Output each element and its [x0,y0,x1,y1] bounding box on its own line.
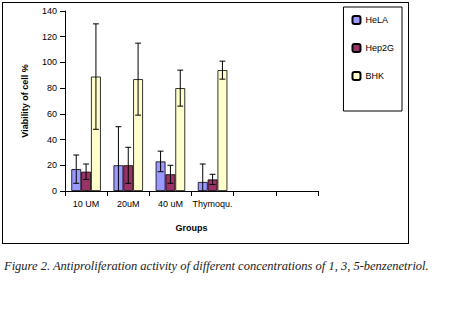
svg-text:80: 80 [47,83,57,93]
svg-text:BHK: BHK [365,71,384,81]
svg-text:100: 100 [42,57,57,67]
html-text:Figure 2. Antiproliferation ac: Figure 2. Antiproliferation activity of … [4,259,429,273]
svg-text:60: 60 [47,109,57,119]
svg-text:Groups: Groups [175,223,207,233]
svg-text:0: 0 [52,186,57,196]
svg-text:140: 140 [42,6,57,16]
svg-text:40 uM: 40 uM [158,199,183,209]
svg-text:Viability of cell %: Viability of cell % [20,64,30,137]
svg-text:10 UM: 10 UM [73,199,100,209]
svg-text:20uM: 20uM [117,199,140,209]
svg-text:120: 120 [42,32,57,42]
svg-text:20: 20 [47,160,57,170]
svg-text:Thymoqu.: Thymoqu. [193,199,233,209]
svg-text:HeLA: HeLA [365,15,388,25]
svg-text:40: 40 [47,135,57,145]
svg-text:Hep2G: Hep2G [365,43,394,53]
